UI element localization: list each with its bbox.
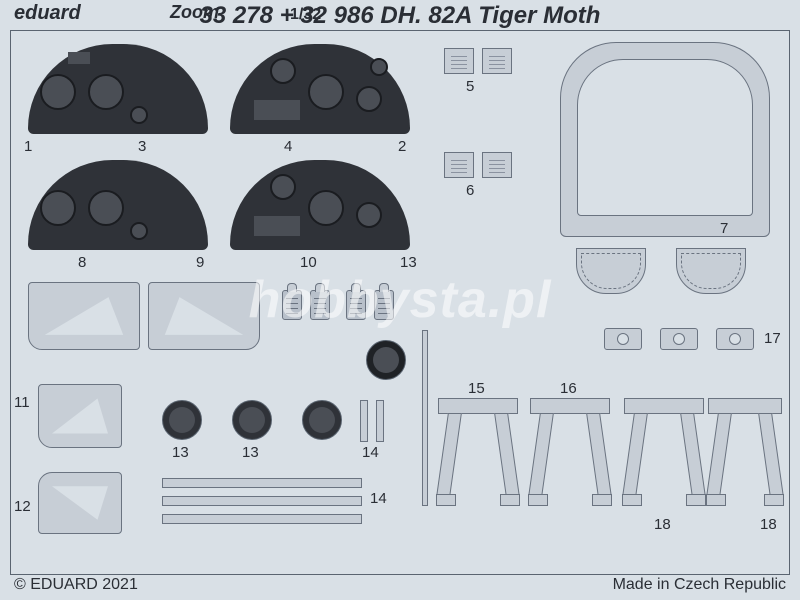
part-14a xyxy=(360,400,368,442)
part-14c xyxy=(162,478,362,488)
label-14b: 14 xyxy=(370,490,387,507)
yoke-16 xyxy=(530,398,610,498)
part-12b xyxy=(38,472,122,534)
part-14e xyxy=(162,514,362,524)
label-18a: 18 xyxy=(654,516,671,533)
label-8: 8 xyxy=(78,254,86,271)
clamp-17a xyxy=(604,328,642,350)
part-11a xyxy=(28,282,140,350)
part-6a xyxy=(444,152,474,178)
label-18b: 18 xyxy=(760,516,777,533)
part-5a xyxy=(444,48,474,74)
label-12: 12 xyxy=(14,498,31,515)
buckle-3 xyxy=(346,290,366,320)
clamp-17b xyxy=(660,328,698,350)
label-5: 5 xyxy=(466,78,474,95)
label-13b: 13 xyxy=(172,444,189,461)
label-7: 7 xyxy=(720,220,728,237)
yoke-15 xyxy=(438,398,518,498)
origin-text: Made in Czech Republic xyxy=(613,576,786,594)
label-3: 3 xyxy=(138,138,146,155)
copyright-text: © EDUARD 2021 xyxy=(14,576,138,594)
title-text: 33 278 + 32 986 DH. 82A Tiger Moth xyxy=(0,2,800,30)
part-12a xyxy=(38,384,122,448)
label-17: 17 xyxy=(764,330,781,347)
disc-13a xyxy=(162,400,202,440)
buckle-4 xyxy=(374,290,394,320)
buckle-2 xyxy=(310,290,330,320)
label-10: 10 xyxy=(300,254,317,271)
yoke-18a xyxy=(624,398,704,498)
label-9: 9 xyxy=(196,254,204,271)
label-13c: 13 xyxy=(242,444,259,461)
part-6b xyxy=(482,152,512,178)
yoke-18b xyxy=(708,398,782,498)
label-14a: 14 xyxy=(362,444,379,461)
label-16: 16 xyxy=(560,380,577,397)
label-11: 11 xyxy=(14,394,30,411)
label-2: 2 xyxy=(398,138,406,155)
part-14d xyxy=(162,496,362,506)
clamp-17c xyxy=(716,328,754,350)
label-4: 4 xyxy=(284,138,292,155)
label-1: 1 xyxy=(24,138,32,155)
disc-13c xyxy=(302,400,342,440)
disc-13b xyxy=(232,400,272,440)
buckle-1 xyxy=(282,290,302,320)
part-5b xyxy=(482,48,512,74)
label-6: 6 xyxy=(466,182,474,199)
label-13a: 13 xyxy=(400,254,417,271)
part-14b xyxy=(376,400,384,442)
part-11b xyxy=(148,282,260,350)
disc-13-dark xyxy=(366,340,406,380)
part-7 xyxy=(560,42,770,237)
divider-v1 xyxy=(422,330,428,506)
label-15: 15 xyxy=(468,380,485,397)
